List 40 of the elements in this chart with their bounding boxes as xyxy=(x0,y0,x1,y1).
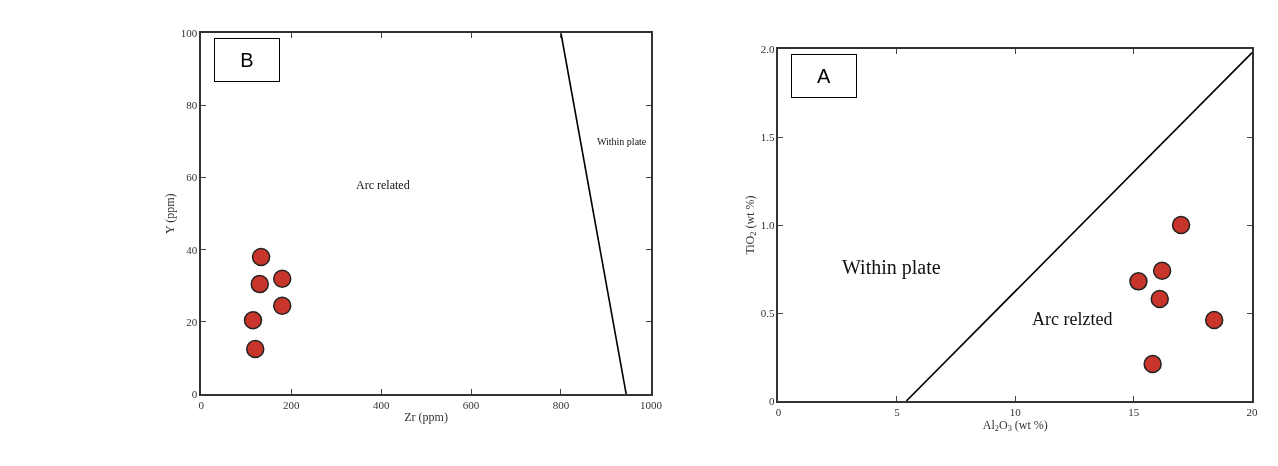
y-tick-label: 1.0 xyxy=(760,218,776,231)
x-axis-title: Zr (ppm) xyxy=(404,409,448,424)
point xyxy=(272,296,292,315)
point xyxy=(1150,289,1169,309)
x-tick-label: 800 xyxy=(552,399,570,412)
annotation: Arc relzted xyxy=(1032,309,1113,329)
y-tick-label: 20 xyxy=(186,315,198,328)
x-tick-label: 400 xyxy=(372,399,390,412)
point xyxy=(246,339,265,359)
point xyxy=(1171,215,1191,235)
point xyxy=(251,247,271,267)
x-tick-label: 1000 xyxy=(639,399,663,412)
y-tick-label: 80 xyxy=(186,99,198,112)
y-axis-title: Y (ppm) xyxy=(162,193,177,234)
x-tick-label: 200 xyxy=(282,399,300,412)
y-tick-label: 60 xyxy=(186,171,198,184)
x-tick-label: 5 xyxy=(894,405,901,418)
y-tick-label: 0.5 xyxy=(760,306,776,319)
annotation: A xyxy=(817,65,831,87)
annotation: Within plate xyxy=(597,136,647,147)
point xyxy=(1143,354,1162,374)
y-tick-label: 40 xyxy=(186,243,198,256)
y-tick-label: 0 xyxy=(191,388,198,401)
point xyxy=(243,310,263,330)
annotation: Within plate xyxy=(842,256,941,279)
y-tick-label: 2.0 xyxy=(760,42,776,55)
y-tick-label: 100 xyxy=(180,27,198,40)
point xyxy=(272,269,292,288)
point xyxy=(1152,261,1172,281)
point xyxy=(250,274,269,294)
x-tick-label: 10 xyxy=(1009,405,1022,418)
x-tick-label: 600 xyxy=(462,399,480,412)
x-tick-label: 15 xyxy=(1128,405,1140,418)
annotation: Arc related xyxy=(356,178,410,192)
y-tick-label: 1.5 xyxy=(760,130,776,143)
x-tick-label: 20 xyxy=(1246,405,1259,418)
point xyxy=(1204,310,1224,330)
x-axis-title: Al$_{2}$O$_{3}$ (wt %) xyxy=(982,417,1048,434)
annotation: B xyxy=(240,49,254,71)
point xyxy=(1129,272,1148,291)
